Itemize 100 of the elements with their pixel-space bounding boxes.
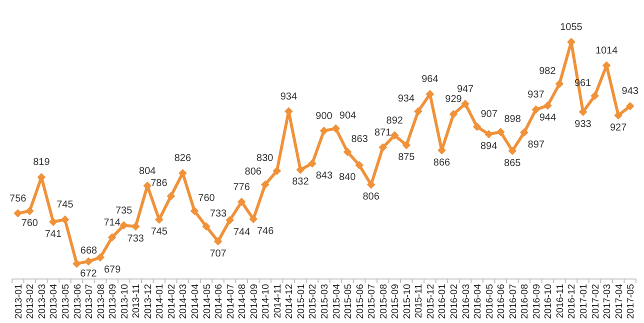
point xyxy=(402,140,411,150)
x-tick-label: 2014-05 xyxy=(202,284,213,319)
x-tick-label: 2014-08 xyxy=(237,284,248,319)
x-tick-label: 2016-05 xyxy=(484,284,496,319)
point xyxy=(520,128,528,137)
x-tick-label: 2016-10 xyxy=(543,284,554,319)
x-tick-label: 2017-04 xyxy=(614,284,625,319)
data-label: 982 xyxy=(539,66,556,77)
point xyxy=(237,198,246,206)
point xyxy=(590,92,599,100)
data-label: 760 xyxy=(198,192,216,204)
data-label: 871 xyxy=(374,127,392,138)
x-tick-label: 2013-08 xyxy=(96,284,107,319)
point xyxy=(626,102,634,110)
x-tick-label: 2013-12 xyxy=(142,284,154,319)
x-tick-label: 2015-11 xyxy=(414,284,425,318)
x-tick-label: 2016-01 xyxy=(437,284,448,319)
data-label: 865 xyxy=(504,158,522,169)
x-tick-label: 2017-01 xyxy=(578,284,590,319)
data-label: 892 xyxy=(386,115,404,126)
x-tick-label: 2015-02 xyxy=(308,284,319,319)
data-label: 933 xyxy=(574,118,592,130)
point xyxy=(296,166,305,174)
x-tick-label: 2015-01 xyxy=(296,284,307,319)
point xyxy=(108,233,116,242)
x-tick-label: 2015-10 xyxy=(402,284,413,319)
data-label: 733 xyxy=(210,208,228,220)
data-label: 937 xyxy=(528,90,545,101)
data-label: 898 xyxy=(504,114,522,125)
data-label: 904 xyxy=(339,110,357,122)
point xyxy=(508,146,517,156)
data-label: 735 xyxy=(116,205,133,216)
data-label: 806 xyxy=(244,166,262,178)
point xyxy=(461,100,470,108)
x-tick-label: 2016-12 xyxy=(566,284,578,319)
data-label: 944 xyxy=(539,112,556,124)
x-tick-label: 2016-07 xyxy=(508,284,519,319)
point xyxy=(614,111,623,120)
data-label: 900 xyxy=(316,110,333,122)
x-tick-label: 2014-06 xyxy=(214,284,225,319)
point xyxy=(390,131,399,140)
data-label: 786 xyxy=(150,178,168,190)
x-tick-label: 2016-02 xyxy=(449,284,460,319)
point xyxy=(366,180,376,189)
data-label: 746 xyxy=(257,226,274,238)
point xyxy=(332,124,340,133)
data-label: 672 xyxy=(80,268,98,280)
point xyxy=(249,214,258,224)
data-label: 947 xyxy=(456,84,474,95)
point xyxy=(378,143,388,152)
x-tick-label: 2015-12 xyxy=(425,284,436,319)
point xyxy=(272,166,282,176)
x-tick-label: 2014-10 xyxy=(260,284,272,319)
point xyxy=(343,148,352,156)
x-tick-label: 2013-03 xyxy=(36,284,48,319)
point xyxy=(166,192,176,200)
data-label: 964 xyxy=(422,74,439,86)
data-label: 929 xyxy=(445,94,462,106)
point xyxy=(320,126,328,135)
x-tick-label: 2014-11 xyxy=(272,284,284,318)
point xyxy=(355,160,364,170)
x-tick-label: 2013-02 xyxy=(25,284,36,319)
x-tick-label: 2014-09 xyxy=(248,284,260,319)
x-tick-label: 2013-05 xyxy=(60,284,72,319)
point xyxy=(14,209,22,218)
data-label: 897 xyxy=(528,140,545,151)
point xyxy=(496,128,505,136)
data-label: 840 xyxy=(338,172,356,184)
x-tick-label: 2014-03 xyxy=(178,284,190,319)
data-label: 927 xyxy=(610,122,628,134)
data-label: 934 xyxy=(280,91,298,102)
data-label: 707 xyxy=(210,248,227,260)
data-label: 806 xyxy=(362,192,380,203)
point xyxy=(25,206,34,216)
data-label: 804 xyxy=(139,166,156,177)
x-tick-label: 2017-02 xyxy=(590,284,602,319)
data-label: 744 xyxy=(233,227,251,238)
data-label: 832 xyxy=(292,176,310,188)
point xyxy=(154,215,164,224)
x-tick-label: 2016-08 xyxy=(520,284,531,319)
data-label: 1055 xyxy=(560,22,583,33)
x-tick-label: 2013-07 xyxy=(84,284,96,319)
point xyxy=(472,122,482,131)
x-tick-label: 2013-04 xyxy=(48,284,60,319)
point xyxy=(484,130,494,138)
data-label: 733 xyxy=(127,233,144,244)
point xyxy=(84,257,93,266)
x-tick-label: 2014-04 xyxy=(190,284,201,319)
x-tick-label: 2014-07 xyxy=(225,284,236,319)
x-tick-label: 2016-09 xyxy=(531,284,542,319)
point xyxy=(96,253,104,262)
x-tick-label: 2015-04 xyxy=(331,284,342,319)
data-label: 679 xyxy=(104,264,122,276)
x-tick-label: 2015-07 xyxy=(366,284,378,319)
x-tick-label: 2017-05 xyxy=(626,284,637,319)
data-label: 866 xyxy=(433,157,451,168)
point xyxy=(120,221,128,230)
x-tick-label: 2016-11 xyxy=(554,284,566,318)
point xyxy=(49,218,58,226)
data-label: 826 xyxy=(174,153,192,164)
